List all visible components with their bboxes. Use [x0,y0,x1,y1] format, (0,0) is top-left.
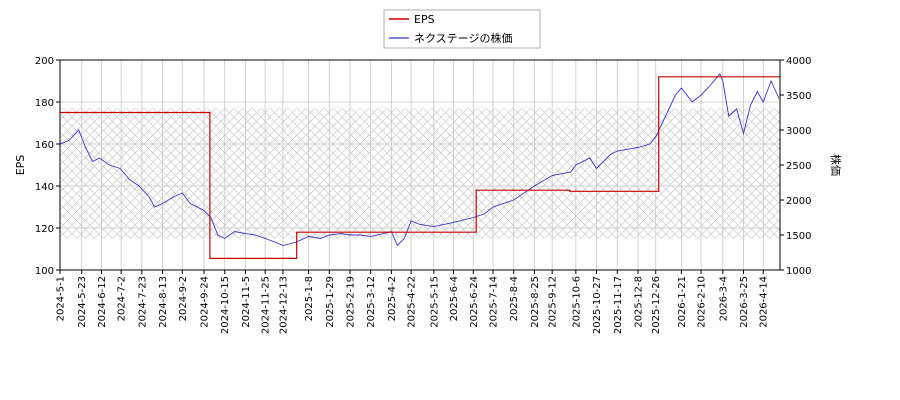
x-tick-label: 2025-4-22 [407,276,418,328]
y-right-tick-label: 2500 [786,161,811,172]
x-tick-label: 2024-7-23 [137,276,148,328]
x-tick-label: 2026-3-4 [718,276,729,321]
x-tick-label: 2024-10-15 [220,276,231,334]
x-tick-label: 2024-8-13 [158,276,169,328]
x-tick-label: 2026-2-10 [697,276,708,328]
x-tick-label: 2025-9-12 [548,276,559,328]
y-left-tick-label: 200 [35,56,54,67]
eps-series-line [60,76,780,259]
hatch-band [60,108,780,239]
y-right-tick-label: 1000 [786,266,811,277]
x-tick-label: 2025-6-4 [449,276,460,321]
x-tick-label: 2024-9-2 [178,276,189,321]
x-tick-label: 2026-1-21 [677,276,688,328]
x-tick-label: 2024-11-25 [261,276,272,334]
x-tick-label: 2025-8-4 [509,276,520,321]
y-right-tick-label: 1500 [786,231,811,242]
y-right-axis: 1000 1500 2000 2500 3000 3500 4000 [780,56,811,277]
legend-label-eps: EPS [414,13,435,26]
x-tick-label: 2026-4-14 [759,276,770,328]
x-tick-label: 2024-11-5 [241,276,252,328]
y-left-tick-label: 100 [35,266,54,277]
x-tick-label: 2025-3-12 [366,276,377,328]
y-left-tick-label: 180 [35,98,54,109]
y-right-tick-label: 2000 [786,196,811,207]
x-tick-label: 2025-12-8 [633,276,644,328]
x-tick-label: 2024-6-12 [97,276,108,328]
x-tick-label: 2025-6-24 [469,276,480,328]
x-tick-label: 2025-11-17 [613,276,624,334]
y-right-axis-title: 株価 [829,154,843,176]
x-tick-label: 2024-5-23 [77,276,88,328]
x-tick-label: 2026-3-25 [739,276,750,328]
y-left-axis: 100 120 140 160 180 200 [35,56,60,277]
price-series-line [60,73,780,247]
x-tick-label: 2025-1-29 [325,276,336,328]
y-left-tick-label: 140 [35,182,54,193]
y-left-tick-label: 160 [35,140,54,151]
legend: EPS ネクステージの株価 [383,9,541,49]
x-tick-label: 2024-9-24 [200,276,211,328]
x-tick-label: 2025-10-6 [571,276,582,328]
x-tick-label: 2025-5-15 [429,276,440,328]
legend-label-price: ネクステージの株価 [414,31,512,45]
x-tick-label: 2024-5-1 [56,276,67,321]
x-tick-label: 2024-12-13 [278,276,289,334]
x-tick-label: 2025-7-14 [488,276,499,328]
y-right-tick-label: 3500 [786,91,811,102]
x-tick-label: 2025-2-19 [345,276,356,328]
x-tick-label: 2024-7-2 [117,276,128,321]
x-tick-label: 2025-12-26 [651,276,662,334]
x-tick-label: 2025-4-2 [387,276,398,321]
x-tick-label: 2025-8-25 [530,276,541,328]
y-right-tick-label: 4000 [786,56,811,67]
y-left-axis-title: EPS [14,155,27,176]
legend-box [383,9,541,49]
y-left-tick-label: 120 [35,224,54,235]
x-tick-label: 2025-10-27 [592,276,603,334]
y-right-tick-label: 3000 [786,126,811,137]
x-tick-label: 2025-1-8 [304,276,315,321]
x-axis: 2024-5-1 2024-5-23 2024-6-12 2024-7-2 2024-7… [56,270,770,334]
